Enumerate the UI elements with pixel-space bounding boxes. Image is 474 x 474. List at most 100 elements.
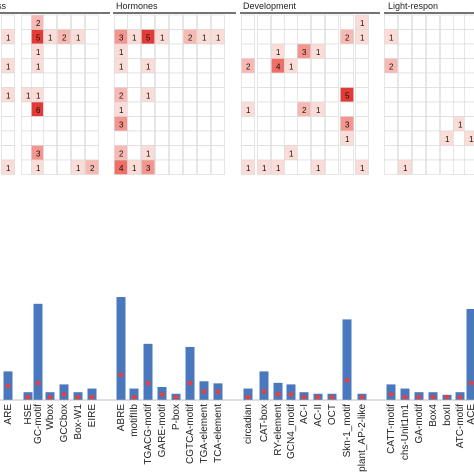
cell-value: 1 — [276, 48, 281, 57]
heatmap-cell — [141, 116, 155, 132]
marker-point — [402, 394, 408, 400]
cell-value: 1 — [6, 164, 11, 173]
x-tick-label: chs-Unit1m1 — [400, 404, 411, 461]
heatmap-cell — [464, 159, 474, 175]
cell-value: 1 — [119, 106, 124, 115]
heatmap-cell — [169, 72, 183, 88]
heatmap-cell — [297, 72, 311, 88]
heatmap-cell — [241, 87, 255, 103]
heatmap-cell — [183, 145, 197, 161]
heatmap-cell — [398, 29, 412, 45]
x-tick-label: AC-I — [299, 404, 310, 424]
heatmap-cell — [57, 145, 71, 161]
heatmap-cell — [398, 87, 412, 103]
x-tick-label: P-box — [171, 404, 182, 430]
heatmap-cell — [440, 101, 454, 117]
cell-value: 1 — [246, 106, 251, 115]
heatmap-cell — [384, 116, 398, 132]
heatmap-cell — [211, 87, 225, 103]
heatmap-cell — [412, 72, 426, 88]
heatmap-cell — [43, 116, 57, 132]
heatmap-cell — [211, 116, 225, 132]
heatmap-cell — [127, 159, 141, 175]
heatmap-cell — [257, 145, 271, 161]
heatmap-cell — [43, 72, 57, 88]
heatmap-cell — [197, 58, 211, 74]
heatmap-cell — [257, 43, 271, 59]
heatmap-cell — [284, 87, 298, 103]
heatmap-cell — [197, 43, 211, 59]
heatmap-cell — [197, 145, 211, 161]
heatmap-cell — [211, 159, 225, 175]
marker-point — [288, 392, 294, 397]
heatmap-cell — [57, 116, 71, 132]
heatmap-cell — [340, 14, 354, 30]
heatmap-cell — [1, 101, 15, 117]
heatmap-cell — [311, 145, 325, 161]
heatmap-cell — [127, 145, 141, 161]
heatmap-cell — [257, 14, 271, 30]
x-tick-label: boxII — [442, 404, 453, 426]
heatmap-cell — [241, 145, 255, 161]
heatmap-cell — [271, 145, 285, 161]
heatmap-cell — [127, 87, 141, 103]
heatmap-cell — [31, 72, 45, 88]
heatmap-cell — [155, 43, 169, 59]
heatmap-cell — [85, 72, 99, 88]
heatmap-cell — [384, 14, 398, 30]
heatmap-cell — [284, 29, 298, 45]
cell-value: 1 — [360, 164, 365, 173]
bar-chart — [0, 297, 474, 401]
heatmap-cell — [412, 14, 426, 30]
heatmap-cell — [141, 14, 155, 30]
heatmap-cell — [297, 14, 311, 30]
cell-value: 1 — [160, 34, 165, 43]
heatmap-cell — [412, 58, 426, 74]
heatmap-cell — [284, 14, 298, 30]
heatmap-cell — [169, 159, 183, 175]
x-tick-label: AC-II — [313, 404, 324, 427]
heatmap-cell — [355, 72, 369, 88]
heatmap-cell — [1, 43, 15, 59]
x-tick-label: RY-element — [273, 404, 284, 456]
heatmap-cell — [464, 43, 474, 59]
heatmap-cell — [384, 145, 398, 161]
heatmap-cell — [114, 72, 128, 88]
marker-point — [35, 380, 41, 386]
cell-value: 1 — [246, 164, 251, 173]
heatmap-cell — [43, 159, 57, 175]
heatmap-cell — [464, 14, 474, 30]
heatmap-cell — [284, 116, 298, 132]
heatmap-cell — [211, 101, 225, 117]
cell-value: 6 — [36, 106, 41, 115]
heatmap-cell — [271, 29, 285, 45]
heatmap-cell — [85, 101, 99, 117]
heatmap-cell — [340, 72, 354, 88]
heatmap-cell — [384, 87, 398, 103]
heatmap-cell — [398, 43, 412, 59]
marker-point — [25, 394, 31, 400]
heatmap-cell — [398, 72, 412, 88]
heatmap-cell — [241, 43, 255, 59]
heatmap-cell — [85, 145, 99, 161]
heatmap-cell — [440, 87, 454, 103]
heatmap-cell — [412, 101, 426, 117]
cell-value: 3 — [119, 121, 124, 130]
heatmap-cell — [127, 116, 141, 132]
cell-value: 1 — [132, 34, 137, 43]
heatmap-cell — [43, 87, 57, 103]
cell-value: 1 — [48, 34, 53, 43]
heatmap-cell — [211, 58, 225, 74]
heatmap-cell — [297, 145, 311, 161]
heatmap-cell — [183, 43, 197, 59]
marker-point — [89, 394, 95, 400]
group-label: ss — [0, 1, 7, 11]
heatmap: ssHormonesDevelopmentLight-respon2115121… — [0, 1, 474, 175]
heatmap-cell — [412, 29, 426, 45]
heatmap-cell — [211, 130, 225, 146]
heatmap-cell — [43, 58, 57, 74]
bar — [87, 388, 97, 400]
heatmap-cell — [284, 101, 298, 117]
heatmap-cell — [31, 130, 45, 146]
cell-value: 1 — [345, 135, 350, 144]
